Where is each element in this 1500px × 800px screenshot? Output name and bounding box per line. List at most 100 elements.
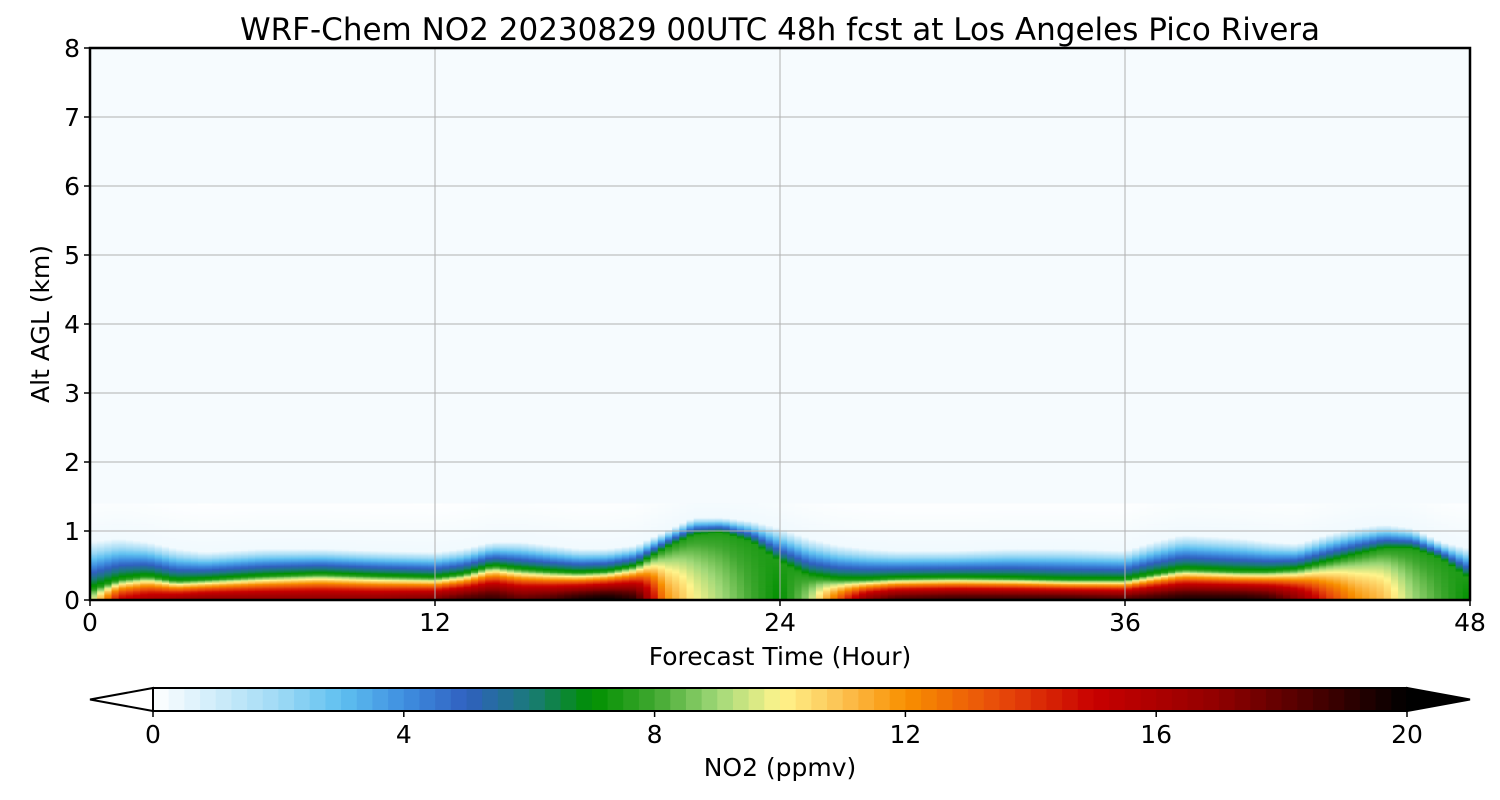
heatmap-cell (291, 535, 300, 538)
heatmap-cell (255, 536, 264, 539)
heatmap-cell (557, 514, 565, 517)
heatmap-cell (269, 579, 278, 582)
heatmap-cell (564, 511, 573, 514)
heatmap-cell (133, 526, 141, 529)
heatmap-cell (269, 590, 278, 593)
heatmap-cell (262, 575, 271, 578)
heatmap-cell (413, 569, 422, 572)
heatmap-cell (355, 588, 364, 591)
heatmap-cell (449, 508, 458, 511)
heatmap-cell (147, 503, 156, 506)
heatmap-cell (219, 526, 228, 529)
heatmap-cell (125, 506, 134, 509)
heatmap-cell (341, 531, 350, 533)
heatmap-cell (262, 565, 271, 568)
heatmap-cell (377, 593, 386, 596)
heatmap-cell (161, 517, 170, 520)
heatmap-cell (355, 576, 364, 579)
heatmap-cell (348, 519, 357, 522)
heatmap-cell (284, 566, 292, 569)
heatmap-cell (240, 586, 249, 589)
heatmap-cell (183, 519, 192, 522)
heatmap-cell (485, 531, 494, 533)
heatmap-cell (557, 521, 565, 524)
heatmap-cell (528, 503, 537, 506)
heatmap-cell (312, 558, 321, 561)
heatmap-cell (478, 543, 486, 546)
heatmap-cell (442, 517, 450, 520)
heatmap-cell (550, 524, 558, 527)
heatmap-cell (276, 528, 285, 531)
heatmap-cell (470, 518, 479, 521)
heatmap-cell (391, 513, 400, 516)
heatmap-cell (542, 513, 551, 516)
heatmap-cell (90, 555, 98, 558)
heatmap-cell (557, 547, 565, 550)
heatmap-cell (226, 593, 235, 596)
heatmap-cell (226, 546, 235, 549)
heatmap-cell (456, 522, 465, 525)
heatmap-cell (118, 548, 127, 551)
heatmap-cell (542, 564, 551, 567)
heatmap-cell (118, 595, 127, 598)
heatmap-cell (320, 521, 328, 524)
heatmap-cell (413, 584, 422, 587)
heatmap-cell (197, 564, 206, 567)
heatmap-cell (233, 559, 242, 562)
heatmap-cell (463, 521, 472, 524)
heatmap-cell (147, 562, 156, 565)
heatmap-cell (463, 546, 472, 549)
heatmap-cell (140, 518, 149, 521)
heatmap-cell (470, 561, 479, 564)
heatmap-cell (298, 587, 307, 590)
heatmap-cell (197, 571, 206, 573)
heatmap-cell (262, 542, 271, 545)
heatmap-cell (492, 565, 501, 568)
heatmap-cell (384, 543, 393, 546)
heatmap-cell (348, 559, 357, 562)
heatmap-cell (420, 577, 429, 580)
heatmap-cell (341, 525, 350, 528)
heatmap-cell (478, 568, 486, 571)
heatmap-cell (463, 587, 472, 590)
heatmap-cell (255, 503, 264, 506)
heatmap-cell (399, 519, 407, 522)
heatmap-cell (391, 562, 400, 565)
heatmap-cell (542, 557, 551, 560)
heatmap-cell (111, 504, 120, 507)
heatmap-cell (478, 519, 486, 522)
heatmap-cell (226, 528, 235, 531)
heatmap-cell (291, 518, 300, 521)
heatmap-cell (571, 588, 580, 591)
heatmap-cell (420, 536, 429, 539)
heatmap-cell (312, 555, 321, 558)
heatmap-cell (161, 590, 170, 593)
heatmap-cell (111, 573, 120, 576)
heatmap-cell (585, 569, 594, 572)
heatmap-cell (564, 575, 573, 578)
heatmap-cell (348, 537, 357, 540)
heatmap-cell (341, 544, 350, 547)
heatmap-cell (578, 590, 587, 593)
heatmap-cell (205, 519, 213, 522)
heatmap-cell (435, 573, 443, 576)
heatmap-cell (470, 577, 479, 580)
heatmap-cell (585, 561, 594, 564)
heatmap-cell (176, 547, 185, 550)
heatmap-cell (363, 558, 371, 561)
heatmap-cell (226, 580, 235, 583)
heatmap-cell (348, 513, 357, 516)
heatmap-cell (427, 555, 436, 558)
heatmap-cell (420, 514, 429, 517)
heatmap-cell (125, 519, 134, 522)
heatmap-cell (406, 543, 415, 546)
heatmap-cell (140, 594, 149, 597)
heatmap-cell (463, 572, 472, 575)
heatmap-cell (118, 524, 127, 527)
heatmap-cell (183, 584, 192, 587)
heatmap-cell (355, 561, 364, 564)
heatmap-cell (154, 571, 163, 573)
heatmap-cell (478, 504, 486, 507)
heatmap-cell (391, 519, 400, 522)
heatmap-cell (506, 528, 515, 531)
